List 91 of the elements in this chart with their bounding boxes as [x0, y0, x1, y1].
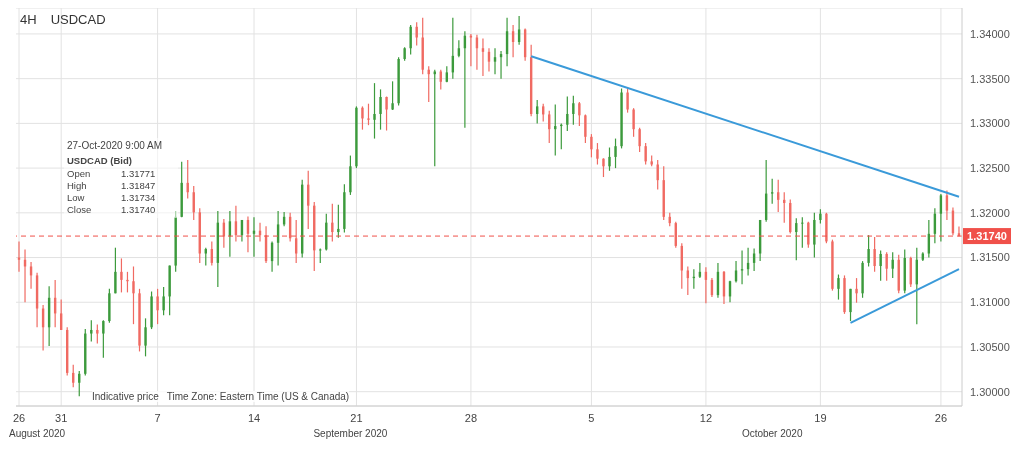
text: August 2020 [8, 428, 66, 439]
x-tick-label: 5 [588, 411, 595, 424]
candlestick [355, 105, 358, 169]
candlestick [837, 273, 840, 301]
candlestick [807, 221, 810, 249]
annotation: 1.31740 [121, 204, 156, 216]
y-tick-label: 1.31500 [970, 251, 1010, 264]
candlestick [361, 105, 364, 131]
candlestick [331, 203, 334, 243]
x-tick-label: 26 [12, 411, 26, 424]
candlestick [379, 88, 382, 131]
candlestick [638, 127, 641, 153]
candlestick [578, 101, 581, 127]
annotation: 27-Oct-2020 9:00 AM [67, 140, 164, 151]
chart-title: 4H [20, 12, 37, 27]
x-tick-label: 19 [814, 411, 827, 424]
x-tick-label: 21 [350, 411, 363, 424]
y-tick-label: 1.34000 [970, 27, 1010, 40]
candlestick [391, 80, 394, 111]
x-tick-label: 7 [154, 411, 161, 424]
candlestick [801, 216, 804, 249]
candlestick [385, 95, 388, 132]
candlestick [415, 21, 418, 47]
candlestick [373, 82, 376, 140]
candlestick [114, 247, 117, 294]
candlestick [843, 274, 846, 315]
x-tick-label: 28 [464, 411, 478, 424]
annotation: Time Zone: Eastern Time (US & Canada) [166, 391, 350, 402]
candlestick [608, 146, 611, 172]
candlestick [566, 95, 569, 132]
candlestick [861, 260, 864, 299]
annotation: Indicative price [92, 391, 159, 402]
candlestick [849, 288, 852, 322]
annotation: Low [67, 192, 86, 204]
annotation: USDCAD (Bid) [67, 155, 133, 166]
candlestick [596, 142, 599, 166]
candlestick [614, 137, 617, 169]
candlestick [632, 107, 635, 138]
candlestick [138, 288, 141, 353]
candlestick [891, 251, 894, 279]
annotation: 1.31734 [121, 192, 156, 204]
candlestick [620, 87, 623, 150]
candlestick [367, 103, 370, 126]
x-tick-label: 26 [934, 411, 948, 424]
candlestick [132, 265, 135, 325]
candlestick [831, 239, 834, 292]
candlestick [90, 319, 93, 343]
candlestick [144, 317, 147, 357]
chart-subtitle: USDCAD [50, 12, 106, 27]
annotation: Close [67, 204, 93, 216]
candlestick [150, 290, 153, 330]
y-tick-label: 1.31000 [970, 296, 1010, 309]
candlestick [879, 249, 882, 282]
y-tick-label: 1.32000 [970, 206, 1010, 219]
annotation: Open [67, 168, 92, 180]
candlestick [469, 33, 473, 67]
text: October 2020 [741, 428, 803, 439]
x-tick-label: 12 [699, 411, 713, 424]
annotation: 1.31847 [121, 180, 156, 192]
ref-line-label: 1.31740 [967, 230, 1007, 243]
y-tick-label: 1.32500 [970, 162, 1010, 174]
y-tick-label: 1.30500 [970, 340, 1010, 353]
candlestick [162, 286, 165, 316]
x-tick-label: 31 [55, 411, 68, 424]
candlestick [855, 277, 858, 304]
candlestick [126, 271, 129, 294]
candlestick [96, 324, 99, 344]
x-tick-label: 14 [247, 411, 261, 424]
candlestick [644, 142, 647, 166]
text: September 2020 [313, 428, 388, 439]
candlestick [584, 113, 587, 144]
annotation: High [67, 180, 88, 192]
candlestick [770, 178, 774, 205]
candlestick [102, 319, 105, 359]
candlestick [337, 204, 340, 239]
candlestick [626, 87, 629, 114]
y-tick-label: 1.33500 [970, 72, 1010, 85]
candlestick [867, 234, 870, 268]
y-tick-label: 1.30000 [970, 385, 1010, 398]
candlestick [409, 24, 412, 56]
candlestick [740, 249, 744, 285]
candlestick [885, 251, 888, 282]
candlestick [602, 157, 605, 178]
candlestick [156, 288, 159, 325]
candlestick [120, 257, 123, 294]
candlestick [572, 95, 575, 126]
candlestick [590, 133, 593, 158]
candlestick [873, 236, 876, 273]
y-tick-label: 1.33000 [970, 117, 1010, 130]
annotation: 1.31771 [121, 168, 156, 180]
candlestick [493, 47, 497, 75]
